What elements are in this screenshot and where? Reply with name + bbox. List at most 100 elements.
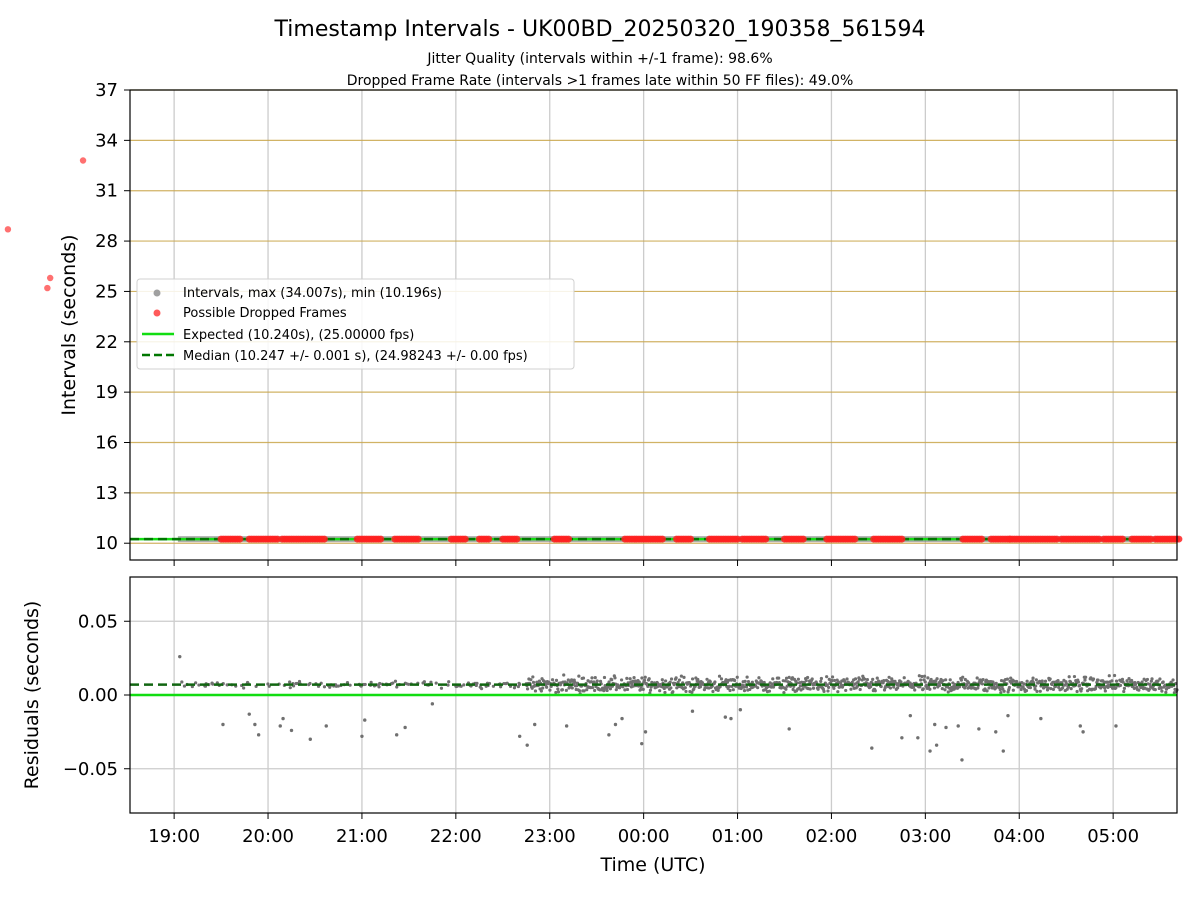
residual-point — [767, 689, 772, 693]
residual-point — [787, 675, 791, 680]
dropped-frame-point — [978, 535, 986, 543]
x-tick-label: 03:00 — [899, 826, 951, 847]
residual-point — [708, 680, 712, 684]
residual-point — [530, 686, 534, 690]
residual-point — [729, 716, 733, 721]
residual-point — [783, 679, 787, 683]
residual-point — [556, 687, 560, 691]
residual-point — [378, 681, 382, 686]
dropped-frame-point — [658, 535, 666, 543]
residual-point — [1068, 680, 1073, 684]
residual-point — [981, 677, 985, 682]
residual-point — [1084, 675, 1088, 679]
residual-point — [896, 686, 900, 690]
residual-point — [601, 686, 605, 690]
dropped-frame-point — [236, 535, 244, 543]
residual-point — [1093, 687, 1098, 691]
dropped-frame-point — [687, 535, 695, 543]
residual-point — [562, 673, 566, 677]
dropped-frame-point — [4, 226, 12, 233]
residual-point — [900, 736, 904, 740]
intervals-y-tick-label: 16 — [95, 433, 118, 454]
residual-point — [961, 675, 965, 679]
residual-point — [928, 687, 932, 691]
residual-point — [985, 689, 989, 693]
residual-point — [434, 681, 438, 685]
residual-point — [602, 675, 607, 680]
legend-dropped-label: Possible Dropped Frames — [183, 306, 347, 321]
residuals-panel: 0.05 0.00 −0.05 19:00 20:00 21:00 22:00 23:00 0… — [21, 576, 1179, 876]
residual-point — [253, 722, 257, 727]
residual-point — [637, 680, 641, 684]
residual-point — [1075, 689, 1079, 694]
residual-point — [735, 675, 739, 679]
residual-point — [614, 688, 618, 692]
residual-point — [810, 677, 814, 681]
dropped-frame-point — [320, 535, 328, 543]
residual-point — [1078, 724, 1082, 728]
residual-point — [922, 674, 927, 678]
residual-point — [1035, 689, 1039, 693]
residual-point — [660, 678, 664, 682]
residual-point — [711, 689, 715, 694]
intervals-y-tick-label: 22 — [95, 332, 118, 353]
residual-point — [529, 678, 533, 682]
residual-point — [1009, 676, 1013, 680]
residual-point — [1140, 680, 1144, 684]
dropped-frame-point — [513, 535, 521, 543]
residual-point — [944, 725, 948, 730]
residual-point — [998, 687, 1002, 692]
residual-point — [543, 680, 547, 684]
residual-point — [595, 679, 599, 683]
residual-point — [322, 685, 327, 689]
residual-point — [197, 683, 201, 687]
legend-expected-label: Expected (10.240s), (25.00000 fps) — [183, 328, 414, 343]
residual-point — [607, 733, 611, 737]
residual-point — [784, 687, 788, 691]
residual-point — [919, 678, 923, 682]
residual-point — [845, 677, 849, 681]
residuals-y-axis-label: Residuals (seconds) — [21, 601, 43, 790]
residual-point — [1147, 687, 1151, 691]
residual-point — [1091, 677, 1096, 681]
residual-point — [743, 679, 747, 683]
jitter-quality-subtitle: Jitter Quality (intervals within +/-1 fr… — [426, 51, 772, 67]
residual-point — [1061, 686, 1065, 690]
residual-point — [928, 749, 932, 753]
residual-point — [605, 688, 609, 693]
intervals-series — [4, 157, 1183, 543]
residual-point — [225, 683, 229, 687]
residual-point — [247, 712, 251, 716]
dropped-frame-point — [46, 274, 54, 282]
residual-point — [1137, 688, 1141, 692]
residual-point — [873, 689, 877, 693]
residual-point — [826, 689, 830, 693]
residual-point — [1114, 679, 1119, 683]
residual-point — [844, 688, 848, 693]
residual-point — [687, 681, 691, 685]
residual-point — [1133, 682, 1138, 687]
residual-point — [757, 676, 761, 680]
residual-point — [917, 674, 921, 678]
residual-point — [178, 654, 182, 659]
residual-point — [518, 682, 522, 687]
residual-point — [640, 741, 644, 746]
residual-point — [308, 681, 312, 686]
residuals-y-ticks: 0.05 0.00 −0.05 — [63, 611, 130, 780]
residual-point — [956, 724, 960, 728]
legend: Intervals, max (34.007s), min (10.196s) … — [136, 278, 575, 370]
residual-point — [690, 677, 695, 681]
residual-point — [1049, 686, 1053, 691]
residual-point — [336, 684, 340, 688]
residual-point — [671, 690, 675, 694]
residual-point — [1114, 686, 1118, 690]
residual-point — [1028, 686, 1033, 690]
residual-point — [533, 689, 538, 693]
residual-point — [871, 677, 875, 681]
residual-point — [944, 678, 948, 682]
residual-point — [1011, 688, 1015, 692]
residual-point — [948, 678, 952, 682]
intervals-y-tick-label: 34 — [95, 130, 118, 151]
residual-point — [703, 686, 707, 690]
